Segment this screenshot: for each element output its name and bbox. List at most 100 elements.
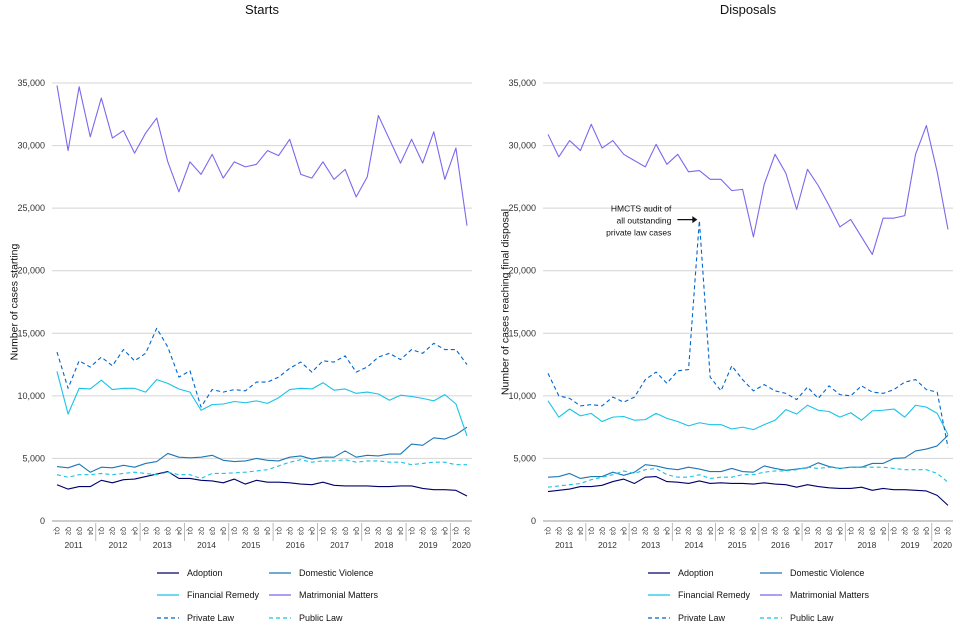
x-quarter-tick: Q4 [793, 527, 799, 536]
legend-label: Matrimonial Matters [790, 590, 870, 600]
x-year-label: 2011 [64, 540, 83, 550]
x-quarter-tick: Q3 [869, 527, 875, 536]
x-quarter-tick: Q1 [544, 527, 550, 536]
x-quarter-tick: Q3 [566, 527, 572, 536]
x-quarter-tick: Q4 [577, 527, 583, 536]
legend-label: Private Law [678, 613, 726, 623]
y-tick-label: 10,000 [508, 391, 536, 401]
series-line-financial-remedy [56, 371, 468, 437]
legend-item-domestic-violence: Domestic Violence [269, 568, 373, 578]
x-quarter-tick: Q3 [120, 527, 126, 536]
legend-item-matrimonial-matters: Matrimonial Matters [760, 590, 870, 600]
x-quarter-tick: Q1 [319, 527, 325, 536]
x-quarter-tick: Q2 [598, 527, 604, 536]
x-quarter-tick: Q2 [153, 527, 159, 536]
y-axis-label: Number of cases reaching final disposal [500, 209, 512, 395]
x-quarter-tick: Q2 [641, 527, 647, 536]
x-quarter-tick: Q3 [297, 527, 303, 536]
x-quarter-tick: Q1 [760, 527, 766, 536]
legend-label: Public Law [299, 613, 343, 623]
x-quarter-tick: Q2 [555, 527, 561, 536]
series-line-financial-remedy [547, 400, 949, 435]
legend-label: Financial Remedy [678, 590, 751, 600]
legend-item-financial-remedy: Financial Remedy [648, 590, 751, 600]
x-quarter-tick: Q2 [330, 527, 336, 536]
legend-label: Public Law [790, 613, 834, 623]
x-quarter-tick: Q3 [430, 527, 436, 536]
legend-label: Private Law [187, 613, 235, 623]
x-quarter-tick: Q4 [175, 527, 181, 536]
legend-item-matrimonial-matters: Matrimonial Matters [269, 590, 379, 600]
series-line-matrimonial-matters [547, 123, 949, 255]
x-quarter-tick: Q3 [825, 527, 831, 536]
series-line-domestic-violence [547, 434, 949, 480]
legend-label: Domestic Violence [299, 568, 373, 578]
x-quarter-tick: Q3 [75, 527, 81, 536]
annotation-text: all outstanding [617, 216, 672, 226]
x-quarter-tick: Q4 [264, 527, 270, 536]
x-quarter-tick: Q3 [253, 527, 259, 536]
y-tick-label: 20,000 [508, 266, 536, 276]
y-axis-label: Number of cases starting [9, 243, 21, 360]
series-line-adoption [56, 471, 468, 497]
x-quarter-tick: Q1 [587, 527, 593, 536]
x-quarter-tick: Q1 [933, 527, 939, 536]
x-year-label: 2015 [241, 540, 260, 550]
x-quarter-tick: Q3 [652, 527, 658, 536]
x-year-label: 2013 [153, 540, 172, 550]
x-quarter-tick: Q2 [375, 527, 381, 536]
x-quarter-tick: Q3 [386, 527, 392, 536]
y-tick-label: 30,000 [17, 141, 45, 151]
y-tick-label: 5,000 [22, 453, 45, 463]
y-tick-label: 0 [531, 516, 536, 526]
x-quarter-tick: Q2 [685, 527, 691, 536]
x-quarter-tick: Q4 [131, 527, 137, 536]
x-year-label: 2015 [728, 540, 747, 550]
x-quarter-tick: Q3 [164, 527, 170, 536]
legend-item-adoption: Adoption [157, 568, 223, 578]
x-quarter-tick: Q1 [363, 527, 369, 536]
x-quarter-tick: Q4 [750, 527, 756, 536]
x-quarter-tick: Q3 [609, 527, 615, 536]
x-quarter-tick: Q2 [109, 527, 115, 536]
x-quarter-tick: Q2 [858, 527, 864, 536]
x-quarter-tick: Q1 [53, 527, 59, 536]
x-quarter-tick: Q2 [419, 527, 425, 536]
x-year-label: 2014 [684, 540, 703, 550]
x-year-label: 2013 [641, 540, 660, 550]
x-quarter-tick: Q2 [728, 527, 734, 536]
x-quarter-tick: Q3 [696, 527, 702, 536]
x-quarter-tick: Q1 [142, 527, 148, 536]
x-year-label: 2011 [555, 540, 574, 550]
y-tick-label: 15,000 [17, 328, 45, 338]
x-year-label: 2019 [901, 540, 920, 550]
x-quarter-tick: Q2 [771, 527, 777, 536]
y-tick-label: 25,000 [17, 203, 45, 213]
x-quarter-tick: Q2 [901, 527, 907, 536]
x-quarter-tick: Q3 [341, 527, 347, 536]
x-quarter-tick: Q1 [98, 527, 104, 536]
x-quarter-tick: Q3 [782, 527, 788, 536]
x-quarter-tick: Q1 [631, 527, 637, 536]
y-tick-label: 35,000 [17, 78, 45, 88]
x-quarter-tick: Q1 [804, 527, 810, 536]
y-tick-label: 5,000 [513, 453, 536, 463]
x-quarter-tick: Q1 [186, 527, 192, 536]
y-tick-label: 30,000 [508, 141, 536, 151]
x-quarter-tick: Q1 [717, 527, 723, 536]
series-line-private-law [56, 327, 468, 408]
series-line-domestic-violence [56, 426, 468, 473]
series-line-public-law [547, 466, 949, 488]
chart-title: Disposals [720, 2, 777, 17]
y-tick-label: 10,000 [17, 391, 45, 401]
x-year-label: 2016 [771, 540, 790, 550]
x-quarter-tick: Q4 [397, 527, 403, 536]
x-quarter-tick: Q4 [308, 527, 314, 536]
y-tick-label: 25,000 [508, 203, 536, 213]
x-year-label: 2012 [108, 540, 127, 550]
series-line-public-law [56, 459, 467, 480]
annotation-arrowhead [692, 216, 698, 224]
x-year-label: 2014 [197, 540, 216, 550]
legend-label: Adoption [187, 568, 223, 578]
